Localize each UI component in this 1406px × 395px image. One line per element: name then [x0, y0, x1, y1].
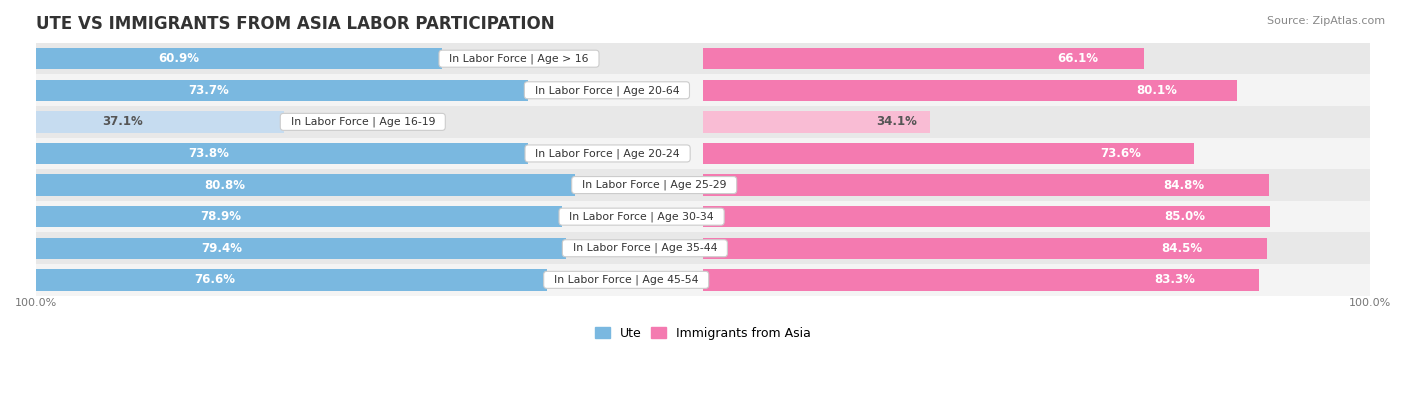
Bar — [37, 237, 565, 259]
Text: 37.1%: 37.1% — [103, 115, 143, 128]
Text: 73.8%: 73.8% — [188, 147, 229, 160]
Bar — [703, 206, 1270, 228]
Text: 80.1%: 80.1% — [1136, 84, 1177, 97]
Text: In Labor Force | Age 30-34: In Labor Force | Age 30-34 — [562, 211, 721, 222]
Bar — [703, 79, 1237, 101]
Text: 83.3%: 83.3% — [1154, 273, 1195, 286]
Legend: Ute, Immigrants from Asia: Ute, Immigrants from Asia — [589, 322, 817, 345]
Bar — [37, 106, 1369, 138]
Text: In Labor Force | Age 45-54: In Labor Force | Age 45-54 — [547, 275, 706, 285]
Text: 34.1%: 34.1% — [876, 115, 917, 128]
Text: 73.6%: 73.6% — [1099, 147, 1140, 160]
Bar — [703, 111, 931, 133]
Text: 84.8%: 84.8% — [1163, 179, 1205, 192]
Text: 66.1%: 66.1% — [1057, 52, 1098, 65]
Bar — [37, 264, 1369, 295]
Text: 80.8%: 80.8% — [204, 179, 245, 192]
Bar — [703, 143, 1194, 164]
Text: 73.7%: 73.7% — [188, 84, 229, 97]
Bar — [37, 138, 1369, 169]
Bar — [37, 169, 1369, 201]
Text: UTE VS IMMIGRANTS FROM ASIA LABOR PARTICIPATION: UTE VS IMMIGRANTS FROM ASIA LABOR PARTIC… — [37, 15, 555, 33]
Bar — [37, 48, 443, 70]
Text: 79.4%: 79.4% — [201, 242, 242, 255]
Bar — [37, 232, 1369, 264]
Bar — [703, 174, 1268, 196]
Text: 76.6%: 76.6% — [194, 273, 235, 286]
Bar — [37, 269, 547, 291]
Text: In Labor Force | Age 16-19: In Labor Force | Age 16-19 — [284, 117, 441, 127]
Bar — [37, 206, 562, 228]
Text: Source: ZipAtlas.com: Source: ZipAtlas.com — [1267, 16, 1385, 26]
Text: In Labor Force | Age 35-44: In Labor Force | Age 35-44 — [565, 243, 724, 254]
Text: 78.9%: 78.9% — [200, 210, 240, 223]
Text: 85.0%: 85.0% — [1164, 210, 1205, 223]
Bar — [37, 143, 529, 164]
Text: 60.9%: 60.9% — [157, 52, 198, 65]
Bar — [37, 79, 527, 101]
Text: In Labor Force | Age 20-24: In Labor Force | Age 20-24 — [529, 148, 688, 159]
Text: In Labor Force | Age 20-64: In Labor Force | Age 20-64 — [527, 85, 686, 96]
Bar — [703, 237, 1267, 259]
Bar — [37, 43, 1369, 75]
Bar — [37, 174, 575, 196]
Text: In Labor Force | Age > 16: In Labor Force | Age > 16 — [443, 53, 596, 64]
Text: In Labor Force | Age 25-29: In Labor Force | Age 25-29 — [575, 180, 734, 190]
Bar — [37, 201, 1369, 232]
Bar — [37, 111, 284, 133]
Text: 84.5%: 84.5% — [1161, 242, 1202, 255]
Bar — [703, 269, 1258, 291]
Bar — [37, 75, 1369, 106]
Bar — [703, 48, 1144, 70]
